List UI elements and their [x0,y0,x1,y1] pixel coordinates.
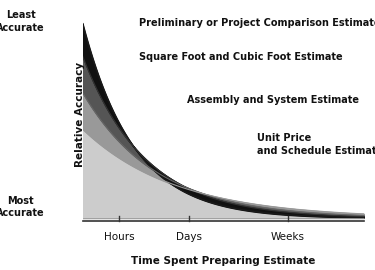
Text: Most
Accurate: Most Accurate [0,196,45,218]
Text: Preliminary or Project Comparison Estimate: Preliminary or Project Comparison Estima… [139,18,375,28]
Text: Least
Accurate: Least Accurate [0,10,45,33]
Text: Relative Accuracy: Relative Accuracy [75,62,85,167]
Text: Unit Price
and Schedule Estimate: Unit Price and Schedule Estimate [257,133,375,156]
Text: Assembly and System Estimate: Assembly and System Estimate [187,95,358,105]
Text: Weeks: Weeks [271,232,305,242]
Text: Time Spent Preparing Estimate: Time Spent Preparing Estimate [131,255,315,265]
Text: Hours: Hours [104,232,134,242]
Text: Days: Days [176,232,203,242]
Text: Square Foot and Cubic Foot Estimate: Square Foot and Cubic Foot Estimate [139,52,342,62]
